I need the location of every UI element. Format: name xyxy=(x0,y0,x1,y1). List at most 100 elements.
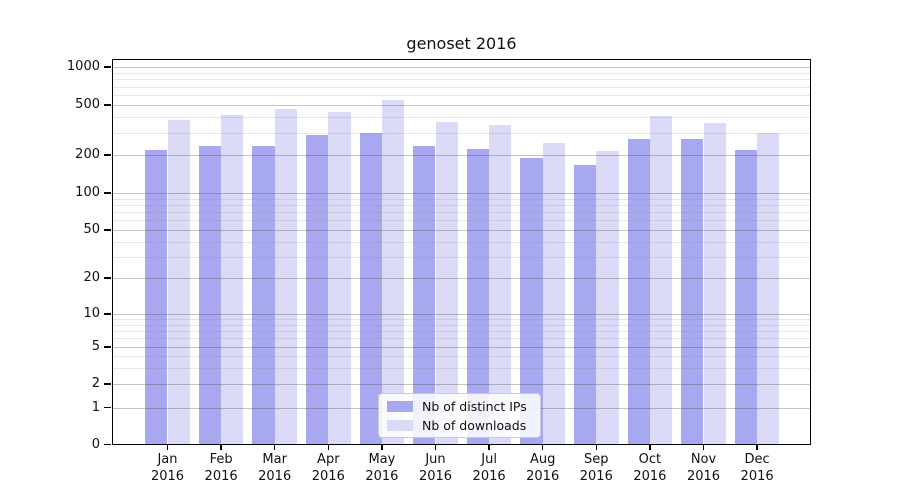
chart-title: genoset 2016 xyxy=(406,34,517,53)
x-tick-label: Mar 2016 xyxy=(258,451,292,484)
x-tick-label: Jul 2016 xyxy=(472,451,506,484)
x-tick-label: Jun 2016 xyxy=(418,451,453,484)
y-tick-label: 500 xyxy=(75,97,100,112)
x-tick-mark xyxy=(220,444,222,450)
y-tick-label: 10 xyxy=(83,306,100,321)
y-tick-mark xyxy=(104,154,111,156)
y-tick-mark xyxy=(104,192,111,194)
legend-item-distinct-ips: Nb of distinct IPs xyxy=(387,399,532,414)
legend: Nb of distinct IPs Nb of downloads xyxy=(378,393,541,438)
gridline-minor xyxy=(113,204,810,206)
gridline-minor xyxy=(113,132,810,134)
gridline-minor xyxy=(113,367,810,369)
x-tick-mark xyxy=(542,444,544,450)
x-tick-mark xyxy=(166,444,169,450)
gridline-major xyxy=(113,347,810,348)
x-tick-label: Feb 2016 xyxy=(204,451,238,484)
bar-nb-of-distinct-ips-nov-2016 xyxy=(681,139,704,445)
gridline-minor xyxy=(113,220,810,222)
bar-nb-of-downloads-mar-2016 xyxy=(274,108,298,445)
gridline-major xyxy=(113,105,810,106)
bar-nb-of-downloads-oct-2016 xyxy=(649,115,673,445)
gridline-minor xyxy=(113,256,810,258)
gridline-major xyxy=(113,384,810,385)
y-tick-label: 1000 xyxy=(66,59,100,74)
y-tick-mark xyxy=(104,346,111,348)
y-tick-mark xyxy=(104,66,111,68)
gridline-major xyxy=(113,193,810,194)
gridline-major xyxy=(113,230,810,231)
x-tick-mark xyxy=(595,444,597,450)
x-tick-mark xyxy=(488,444,490,450)
gridline-minor xyxy=(113,241,810,243)
x-tick-label: Oct 2016 xyxy=(633,451,667,484)
y-tick-label: 2 xyxy=(91,376,100,391)
gridline-minor xyxy=(113,72,810,74)
bar-nb-of-downloads-jul-2016 xyxy=(489,125,512,445)
y-tick-label: 50 xyxy=(83,222,100,237)
legend-label: Nb of distinct IPs xyxy=(422,398,527,414)
x-tick-mark xyxy=(756,444,758,450)
gridline-major xyxy=(113,278,810,279)
y-tick-mark xyxy=(104,383,111,385)
bar-nb-of-downloads-feb-2016 xyxy=(221,115,244,445)
x-tick-mark xyxy=(434,444,437,450)
gridline-minor xyxy=(113,212,810,214)
legend-item-downloads: Nb of downloads xyxy=(387,418,532,433)
x-tick-label: Nov 2016 xyxy=(686,451,721,484)
bar-nb-of-distinct-ips-may-2016 xyxy=(359,132,382,445)
legend-swatch-distinct-ips-icon xyxy=(387,400,413,412)
bar-nb-of-distinct-ips-oct-2016 xyxy=(627,138,650,445)
bar-nb-of-downloads-jun-2016 xyxy=(435,122,458,445)
bar-nb-of-downloads-sep-2016 xyxy=(596,151,619,445)
x-tick-mark xyxy=(327,444,329,450)
bar-nb-of-distinct-ips-dec-2016 xyxy=(734,149,758,445)
y-tick-label: 0 xyxy=(91,436,100,452)
gridline-minor xyxy=(113,319,810,321)
legend-swatch-downloads-icon xyxy=(387,419,413,431)
y-tick-mark xyxy=(104,277,111,279)
bar-nb-of-distinct-ips-feb-2016 xyxy=(198,145,222,445)
y-tick-mark xyxy=(104,229,111,231)
x-tick-mark xyxy=(381,444,383,450)
x-tick-mark xyxy=(702,444,705,450)
x-tick-label: Sep 2016 xyxy=(579,451,613,484)
bar-nb-of-distinct-ips-jul-2016 xyxy=(466,148,490,445)
x-tick-label: Jan 2016 xyxy=(150,451,185,484)
x-tick-mark xyxy=(649,444,651,450)
gridline-minor xyxy=(113,86,810,88)
bar-nb-of-downloads-aug-2016 xyxy=(542,143,566,445)
gridline-major xyxy=(113,67,810,68)
y-tick-mark xyxy=(104,443,111,446)
bar-nb-of-distinct-ips-sep-2016 xyxy=(573,164,597,445)
bar-nb-of-distinct-ips-jan-2016 xyxy=(145,149,168,445)
y-tick-mark xyxy=(104,104,111,106)
x-tick-label: Aug 2016 xyxy=(526,451,560,484)
x-tick-mark xyxy=(274,444,276,450)
gridline-minor xyxy=(113,198,810,200)
gridline-major xyxy=(113,155,810,156)
x-tick-label: Apr 2016 xyxy=(311,451,345,484)
legend-label: Nb of downloads xyxy=(422,417,527,433)
gridline-major xyxy=(113,314,810,315)
gridline-minor xyxy=(113,117,810,119)
x-tick-label: May 2016 xyxy=(365,451,399,484)
x-tick-label: Dec 2016 xyxy=(740,451,774,484)
gridline-minor xyxy=(113,338,810,340)
y-tick-label: 20 xyxy=(83,270,100,285)
bar-nb-of-downloads-may-2016 xyxy=(381,99,405,445)
y-tick-label: 1 xyxy=(91,399,100,415)
y-tick-mark xyxy=(104,313,111,315)
bar-nb-of-downloads-jan-2016 xyxy=(167,119,190,445)
bar-nb-of-downloads-nov-2016 xyxy=(703,122,726,445)
gridline-minor xyxy=(113,95,810,96)
bar-nb-of-distinct-ips-jun-2016 xyxy=(413,146,436,445)
plot-area xyxy=(112,59,811,445)
gridline-minor xyxy=(113,79,810,81)
bar-nb-of-downloads-dec-2016 xyxy=(757,132,780,445)
y-tick-mark xyxy=(104,406,111,409)
gridline-minor xyxy=(113,324,810,326)
bar-nb-of-distinct-ips-aug-2016 xyxy=(520,157,543,445)
gridline-minor xyxy=(113,356,810,357)
